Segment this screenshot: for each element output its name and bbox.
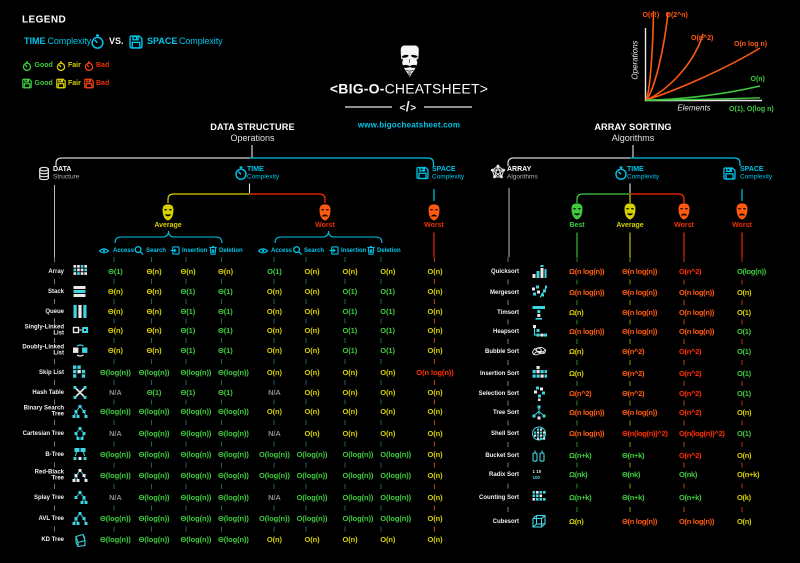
svg-text:100: 100 (533, 475, 541, 480)
svg-text:1 10: 1 10 (533, 469, 542, 474)
